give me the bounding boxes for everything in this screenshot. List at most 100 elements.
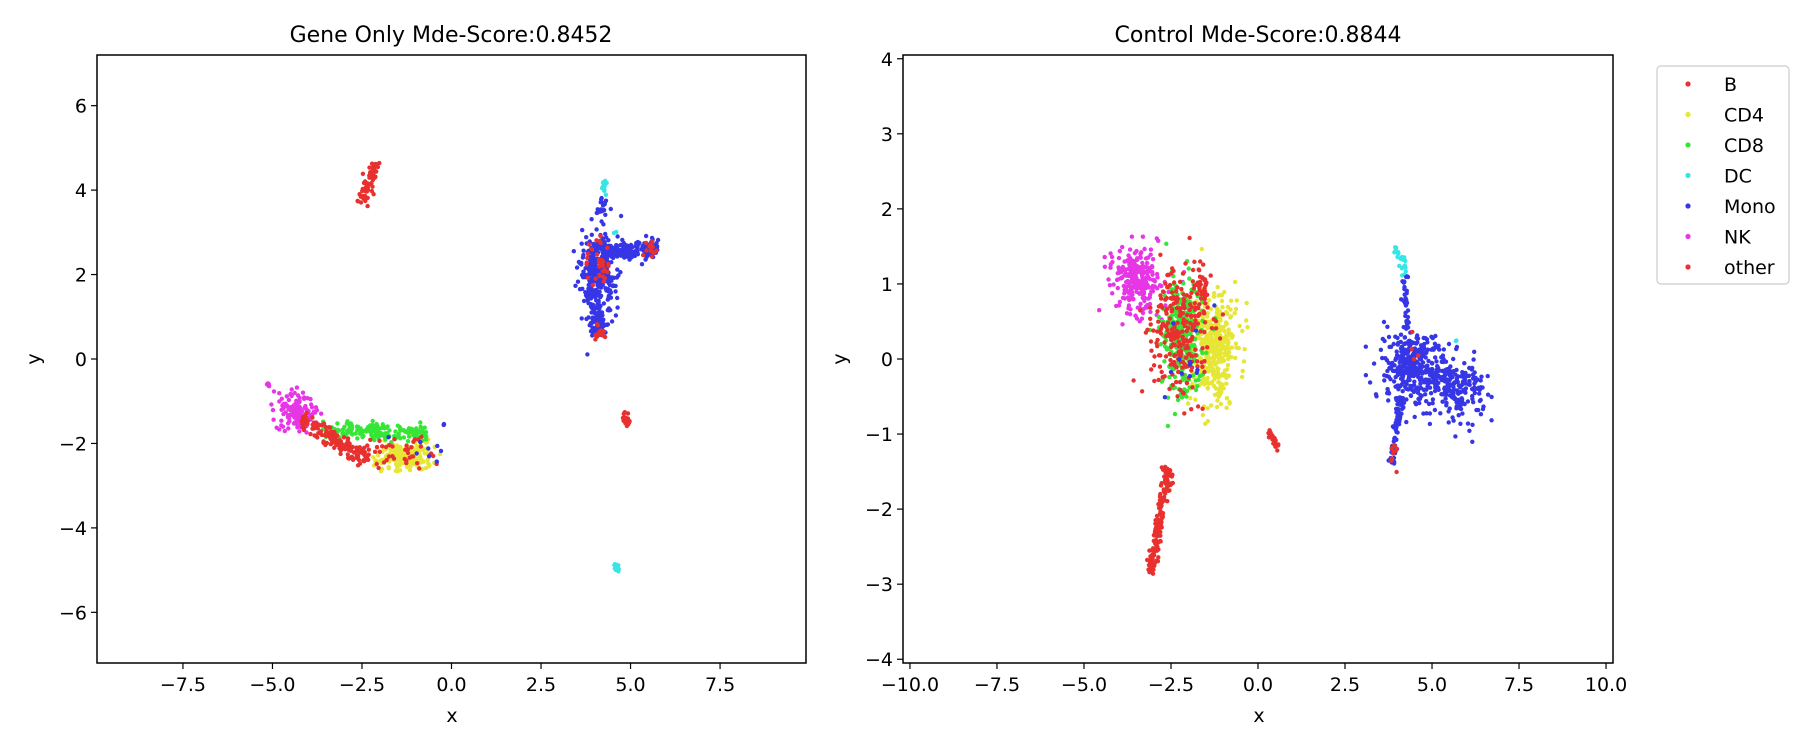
scatter-point — [327, 425, 332, 430]
scatter-point — [616, 248, 621, 253]
scatter-point — [1229, 314, 1234, 319]
scatter-point — [1167, 469, 1172, 475]
scatter-point — [1155, 309, 1160, 314]
scatter-point — [1146, 255, 1151, 260]
scatter-point — [598, 261, 603, 267]
scatter-point — [1199, 341, 1204, 347]
scatter-point — [1403, 269, 1409, 274]
scatter-point — [441, 422, 447, 427]
scatter-point — [1164, 466, 1169, 472]
scatter-point — [312, 425, 317, 431]
scatter-point — [369, 188, 375, 194]
scatter-point — [1189, 354, 1195, 359]
scatter-point — [584, 260, 589, 265]
scatter-point — [1454, 376, 1460, 382]
scatter-point — [1427, 411, 1433, 416]
scatter-point — [377, 449, 382, 454]
scatter-point — [332, 445, 337, 450]
scatter-point — [1391, 341, 1396, 347]
scatter-point — [612, 562, 617, 568]
scatter-point — [1154, 513, 1160, 519]
scatter-point — [1427, 421, 1433, 427]
y-tick-label: −2 — [59, 433, 87, 455]
scatter-point — [297, 429, 302, 434]
scatter-point — [404, 443, 409, 448]
scatter-point — [1172, 411, 1178, 417]
x-tick-label: −2.5 — [339, 674, 385, 696]
scatter-point — [1215, 354, 1220, 359]
scatter-point — [305, 396, 310, 401]
scatter-point — [1472, 390, 1478, 396]
scatter-point — [585, 352, 590, 357]
scatter-point — [1416, 388, 1421, 393]
scatter-point — [1477, 398, 1483, 404]
scatter-point — [594, 252, 600, 257]
scatter-point — [1195, 404, 1201, 409]
scatter-point — [599, 219, 604, 224]
scatter-point — [598, 240, 603, 246]
scatter-point — [270, 407, 276, 413]
scatter-point — [1403, 347, 1408, 352]
scatter-point — [580, 255, 586, 260]
scatter-point — [1163, 354, 1169, 359]
scatter-point — [274, 425, 279, 430]
scatter-point — [1158, 529, 1163, 535]
scatter-point — [1158, 302, 1164, 308]
scatter-point — [1406, 377, 1411, 382]
scatter-point — [1219, 298, 1225, 304]
scatter-point — [1440, 399, 1445, 404]
scatter-point — [1219, 325, 1225, 331]
scatter-point — [1170, 480, 1176, 486]
scatter-point — [1434, 372, 1440, 378]
scatter-point — [1138, 267, 1143, 272]
scatter-point — [374, 162, 379, 167]
scatter-point — [1396, 387, 1401, 392]
scatter-point — [1158, 496, 1164, 501]
scatter-point — [415, 444, 420, 449]
scatter-point — [1224, 396, 1230, 401]
scatter-point — [1193, 353, 1198, 358]
scatter-point — [1469, 386, 1475, 392]
y-tick-label: −4 — [865, 649, 893, 671]
scatter-point — [579, 241, 584, 246]
scatter-point — [1393, 245, 1399, 250]
scatter-point — [1151, 363, 1157, 368]
scatter-point — [1166, 289, 1171, 295]
scatter-point — [1199, 246, 1205, 252]
scatter-point — [1130, 266, 1135, 271]
scatter-point — [1214, 361, 1219, 366]
scatter-point — [384, 457, 389, 463]
scatter-point — [1187, 294, 1193, 300]
scatter-point — [1123, 271, 1128, 276]
scatter-point — [1381, 319, 1387, 325]
scatter-point — [1129, 234, 1135, 239]
scatter-point — [1195, 384, 1200, 389]
scatter-point — [1456, 413, 1461, 418]
scatter-point — [1214, 310, 1220, 315]
scatter-point — [1396, 250, 1401, 255]
scatter-point — [368, 181, 374, 186]
scatter-point — [313, 405, 319, 410]
scatter-point — [611, 255, 616, 261]
scatter-point — [644, 240, 649, 246]
scatter-point — [1188, 359, 1193, 365]
scatter-point — [1163, 281, 1168, 286]
y-tick-label: 2 — [881, 199, 893, 221]
scatter-point — [1189, 337, 1194, 342]
scatter-point — [1203, 301, 1208, 306]
scatter-point — [354, 453, 360, 458]
scatter-point — [1206, 381, 1211, 386]
y-tick-label: −4 — [59, 518, 87, 540]
scatter-point — [1202, 320, 1208, 325]
scatter-point — [595, 322, 600, 327]
scatter-point — [1471, 357, 1476, 362]
scatter-point — [1222, 329, 1227, 334]
scatter-point — [336, 428, 342, 433]
scatter-point — [1489, 394, 1494, 400]
scatter-point — [1154, 340, 1159, 346]
scatter-point — [1421, 335, 1426, 341]
scatter-point — [1147, 292, 1153, 297]
scatter-point — [1434, 381, 1440, 386]
scatter-point — [1385, 386, 1390, 392]
scatter-point — [292, 390, 297, 396]
